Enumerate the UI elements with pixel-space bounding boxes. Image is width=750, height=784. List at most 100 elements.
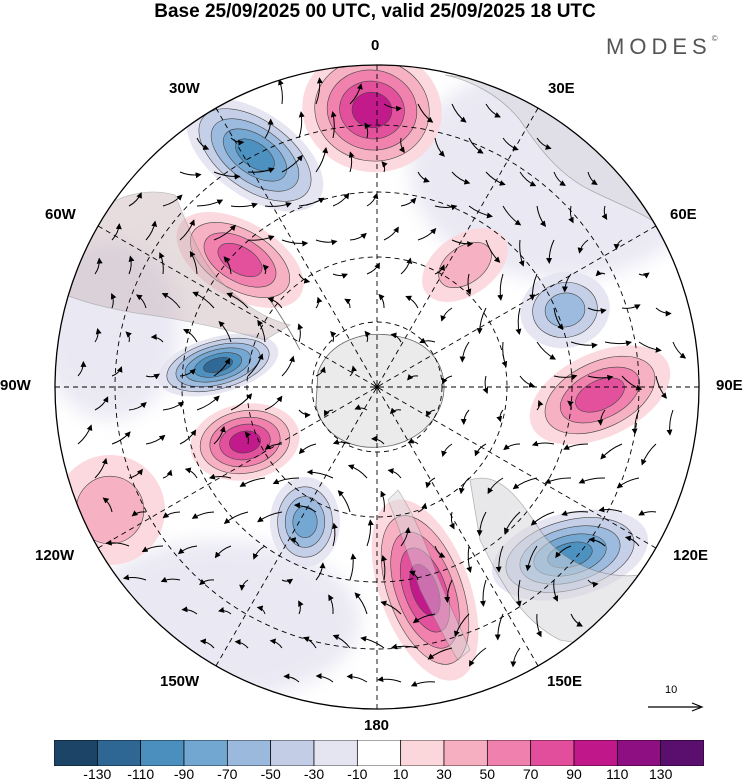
wind-vector (417, 502, 428, 513)
wind-vector (347, 464, 368, 479)
wind-vector (485, 103, 501, 118)
wind-vector (354, 592, 368, 615)
wind-vector (330, 330, 337, 343)
wind-vector (502, 137, 519, 151)
wind-vector (458, 477, 470, 495)
wind-vector (587, 171, 598, 186)
colorbar-tick-label: -110 (127, 766, 155, 782)
wind-vector (218, 607, 232, 615)
wind-vector (400, 527, 411, 547)
wind-vector (105, 539, 130, 547)
wind-vector (377, 676, 402, 683)
wind-vector (364, 330, 371, 343)
wind-vector (381, 161, 388, 173)
lon-label-60w: 60W (45, 206, 76, 223)
wind-vector (125, 331, 132, 343)
wind-vector (434, 204, 458, 211)
wind-vector (315, 562, 326, 581)
wind-vector (110, 292, 117, 309)
wind-vector (510, 647, 521, 668)
wind-vector (230, 202, 258, 209)
wind-vector (160, 576, 181, 583)
wind-vectors (77, 77, 687, 687)
colorbar-swatch (270, 740, 315, 766)
wind-vector (234, 639, 249, 649)
wind-vector (555, 545, 572, 559)
colorbar-tick-label: 30 (436, 766, 452, 782)
lon-label-120e: 120E (673, 547, 709, 564)
wind-vector (196, 137, 210, 150)
wind-vector (364, 122, 371, 139)
wind-vector (441, 443, 453, 458)
bg-tint-w (55, 240, 180, 420)
wind-vector (179, 219, 195, 241)
wind-vector (563, 443, 589, 450)
wind-vector (269, 638, 283, 649)
wind-vector (600, 443, 623, 460)
lon-label-150e: 150E (547, 673, 583, 690)
lon-label-150w: 150W (160, 673, 200, 690)
wind-vector (383, 103, 403, 112)
wind-vector (518, 239, 525, 267)
wind-vector (332, 192, 350, 207)
lon-label-180: 180 (364, 717, 390, 734)
wind-vector (354, 404, 368, 411)
wind-vector (531, 440, 555, 447)
wind-vector (332, 438, 351, 445)
lon-label-30w: 30W (169, 80, 200, 97)
wind-vector (283, 673, 300, 683)
wind-vector (315, 239, 338, 246)
wind-vector (141, 545, 164, 553)
wind-vector (501, 341, 508, 368)
wind-vector (150, 333, 164, 343)
wind-vector (515, 307, 522, 335)
wind-vector (515, 579, 522, 607)
anomaly-90w-negative (157, 333, 279, 397)
wind-vector (247, 167, 275, 174)
wind-vector (578, 477, 606, 484)
colorbar-tick-label: 10 (392, 766, 409, 782)
wind-vector (162, 469, 173, 479)
wind-vector (434, 545, 446, 558)
wind-vector (419, 337, 436, 344)
wind-vector (161, 292, 181, 309)
wind-vector (145, 434, 166, 445)
colorbar-swatch (400, 740, 445, 766)
wind-vector (459, 341, 470, 363)
wind-vector (77, 360, 87, 377)
wind-vector (177, 545, 198, 555)
wind-vector (387, 468, 402, 479)
wind-vector (281, 154, 303, 173)
wind-vector (476, 511, 487, 537)
wind-vector (247, 353, 264, 377)
wind-vector (315, 77, 323, 105)
wind-vector (145, 373, 160, 380)
wind-vector (349, 553, 357, 581)
wind-vector (94, 257, 103, 275)
wind-vector (111, 223, 122, 241)
wind-vector (366, 192, 379, 207)
wind-vector (281, 578, 294, 585)
wind-vector (410, 681, 436, 687)
wind-vector (434, 137, 445, 157)
wind-vector (264, 395, 283, 411)
wind-vector (400, 197, 417, 207)
wind-vector (425, 477, 436, 489)
colorbar-swatch (486, 740, 532, 766)
wind-vector (213, 358, 230, 377)
wind-vector (391, 643, 419, 650)
wind-vector (451, 239, 474, 248)
wind-vector (597, 409, 606, 426)
wind-vector (503, 443, 521, 451)
wind-vector (298, 197, 325, 207)
wind-vector (381, 554, 388, 581)
wind-vector (476, 307, 487, 335)
wind-vector (666, 409, 674, 436)
lon-label-120w: 120W (35, 547, 75, 564)
wind-vector (131, 510, 147, 517)
colorbar-tick-label: 130 (649, 766, 673, 782)
anomaly-90e-positive-contour (575, 377, 625, 413)
wind-vector (474, 443, 487, 457)
wind-vector (400, 257, 413, 275)
wind-vector (199, 638, 215, 649)
